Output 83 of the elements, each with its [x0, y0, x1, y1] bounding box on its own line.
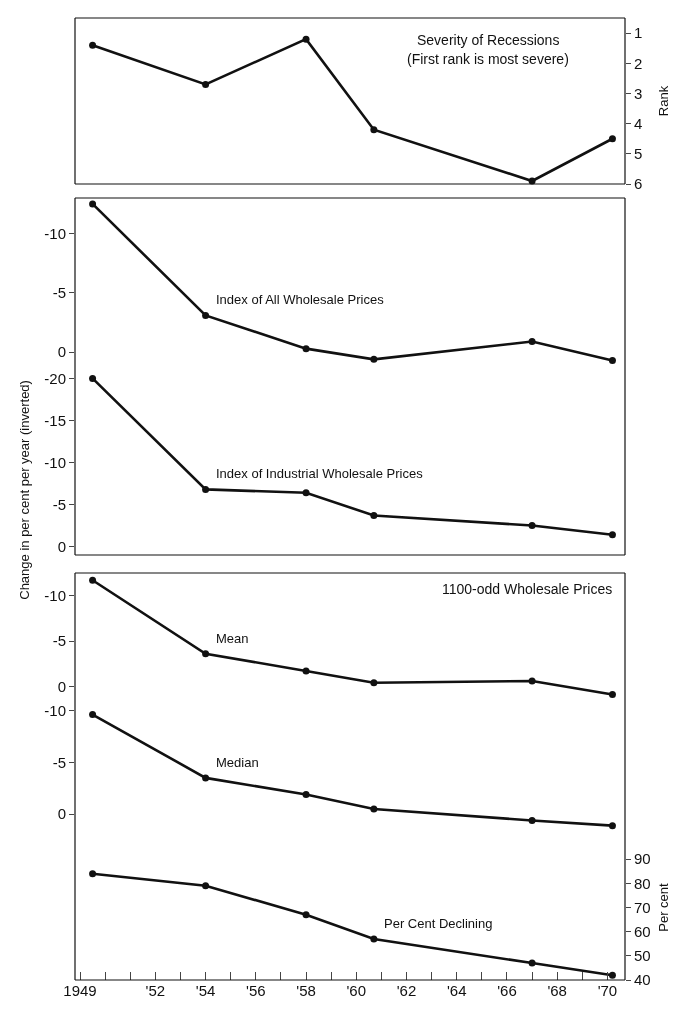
- y-axis-title: Rank: [655, 85, 671, 117]
- y-tick-label: 1: [634, 24, 643, 42]
- y-tick-label: 0: [57, 677, 66, 695]
- point: [370, 935, 378, 943]
- text: 1100-odd Wholesale Prices: [442, 581, 613, 597]
- y-tick-label: -15: [44, 411, 66, 429]
- y-tick-label: 6: [634, 175, 643, 193]
- point: [370, 805, 378, 813]
- point: [89, 200, 97, 208]
- y-tick-label: 90: [634, 850, 651, 868]
- point: [302, 489, 310, 497]
- point: [202, 80, 210, 88]
- point: [528, 338, 536, 346]
- y-tick-label: 40: [634, 971, 651, 989]
- y-tick-label: -10: [44, 586, 66, 604]
- point: [89, 711, 97, 719]
- x-tick-label: '68: [547, 982, 567, 999]
- x-tick-label: '52: [145, 982, 166, 999]
- x-tick-label: '64: [446, 982, 467, 999]
- point: [370, 126, 378, 134]
- y-tick-label: -10: [44, 224, 66, 242]
- x-tick-label: '54: [195, 982, 216, 999]
- point: [370, 355, 378, 363]
- series-label: Per Cent Declining: [384, 916, 493, 931]
- y-tick-label: 0: [57, 805, 66, 823]
- point: [608, 971, 616, 979]
- y-tick-label: 5: [634, 145, 643, 163]
- point: [528, 677, 536, 685]
- point: [608, 357, 616, 365]
- point: [528, 816, 536, 824]
- text: Severity of Recessions: [417, 32, 560, 48]
- point: [89, 41, 97, 49]
- y-tick-label: 4: [634, 114, 643, 132]
- text: (First rank is most severe): [407, 51, 569, 67]
- series-label: Mean: [216, 631, 249, 646]
- point: [89, 870, 97, 878]
- point: [528, 959, 536, 967]
- point: [202, 485, 210, 493]
- point: [202, 882, 210, 890]
- point: [608, 822, 616, 830]
- y-tick-label: -5: [52, 753, 66, 771]
- y-tick-label: -10: [44, 701, 66, 719]
- point: [528, 522, 536, 530]
- point: [302, 667, 310, 675]
- y-tick-label: 70: [634, 898, 651, 916]
- point: [202, 650, 210, 658]
- y-tick-label: -5: [52, 632, 66, 650]
- x-tick-label: '62: [396, 982, 417, 999]
- y-tick-label: 2: [634, 54, 643, 72]
- point: [370, 511, 378, 519]
- x-tick-label: '70: [597, 982, 618, 999]
- y-tick-label: -20: [44, 369, 66, 387]
- series-label: Median: [216, 755, 259, 770]
- x-tick-label: '58: [296, 982, 316, 999]
- point: [302, 35, 310, 43]
- y-axis-title: Change in per cent per year (inverted): [17, 380, 33, 600]
- y-tick-label: 60: [634, 922, 651, 940]
- y-tick-label: -10: [44, 453, 66, 471]
- point: [202, 774, 210, 782]
- y-tick-label: 0: [57, 343, 66, 361]
- point: [202, 311, 210, 319]
- point: [608, 135, 616, 143]
- y-tick-label: -5: [52, 284, 66, 302]
- point: [302, 791, 310, 798]
- x-tick-label: '60: [346, 982, 367, 999]
- y-tick-label: -5: [52, 495, 66, 513]
- point: [302, 345, 310, 353]
- y-tick-label: 3: [634, 84, 643, 102]
- point: [302, 911, 310, 919]
- y-tick-label: 50: [634, 947, 651, 965]
- series-label: Index of All Wholesale Prices: [216, 292, 385, 307]
- point: [89, 374, 97, 382]
- point: [370, 679, 378, 687]
- point: [608, 691, 616, 699]
- y-tick-label: 0: [57, 537, 66, 555]
- x-tick-label: '56: [246, 982, 266, 999]
- point: [608, 531, 616, 539]
- series-label: Index of Industrial Wholesale Prices: [216, 466, 424, 481]
- x-tick-label: 1949: [63, 982, 97, 999]
- y-tick-label: 80: [634, 874, 651, 892]
- x-tick-label: '66: [497, 982, 517, 999]
- y-axis-title: Per cent: [655, 882, 671, 932]
- point: [89, 576, 97, 584]
